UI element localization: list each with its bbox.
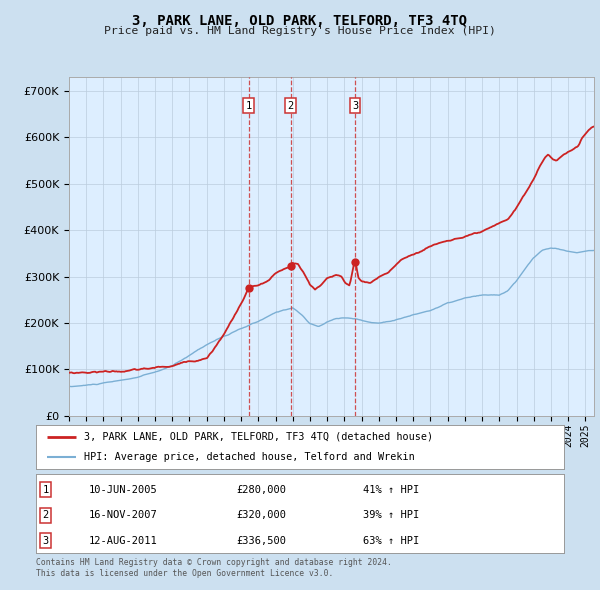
Text: 12-AUG-2011: 12-AUG-2011 <box>89 536 158 546</box>
Text: Price paid vs. HM Land Registry's House Price Index (HPI): Price paid vs. HM Land Registry's House … <box>104 26 496 36</box>
Text: £336,500: £336,500 <box>236 536 287 546</box>
Text: 3, PARK LANE, OLD PARK, TELFORD, TF3 4TQ: 3, PARK LANE, OLD PARK, TELFORD, TF3 4TQ <box>133 14 467 28</box>
Text: 16-NOV-2007: 16-NOV-2007 <box>89 510 158 520</box>
Text: 10-JUN-2005: 10-JUN-2005 <box>89 485 158 494</box>
Text: HPI: Average price, detached house, Telford and Wrekin: HPI: Average price, detached house, Telf… <box>83 452 414 462</box>
Text: 2: 2 <box>43 510 49 520</box>
Text: 1: 1 <box>245 100 252 110</box>
Text: This data is licensed under the Open Government Licence v3.0.: This data is licensed under the Open Gov… <box>36 569 334 578</box>
Text: 3: 3 <box>43 536 49 546</box>
Text: Contains HM Land Registry data © Crown copyright and database right 2024.: Contains HM Land Registry data © Crown c… <box>36 558 392 566</box>
Text: 3: 3 <box>352 100 358 110</box>
Text: 3, PARK LANE, OLD PARK, TELFORD, TF3 4TQ (detached house): 3, PARK LANE, OLD PARK, TELFORD, TF3 4TQ… <box>83 432 433 442</box>
Text: 2: 2 <box>287 100 293 110</box>
Text: 63% ↑ HPI: 63% ↑ HPI <box>364 536 419 546</box>
Text: 39% ↑ HPI: 39% ↑ HPI <box>364 510 419 520</box>
Text: 1: 1 <box>43 485 49 494</box>
Text: £280,000: £280,000 <box>236 485 287 494</box>
Text: 41% ↑ HPI: 41% ↑ HPI <box>364 485 419 494</box>
Text: £320,000: £320,000 <box>236 510 287 520</box>
